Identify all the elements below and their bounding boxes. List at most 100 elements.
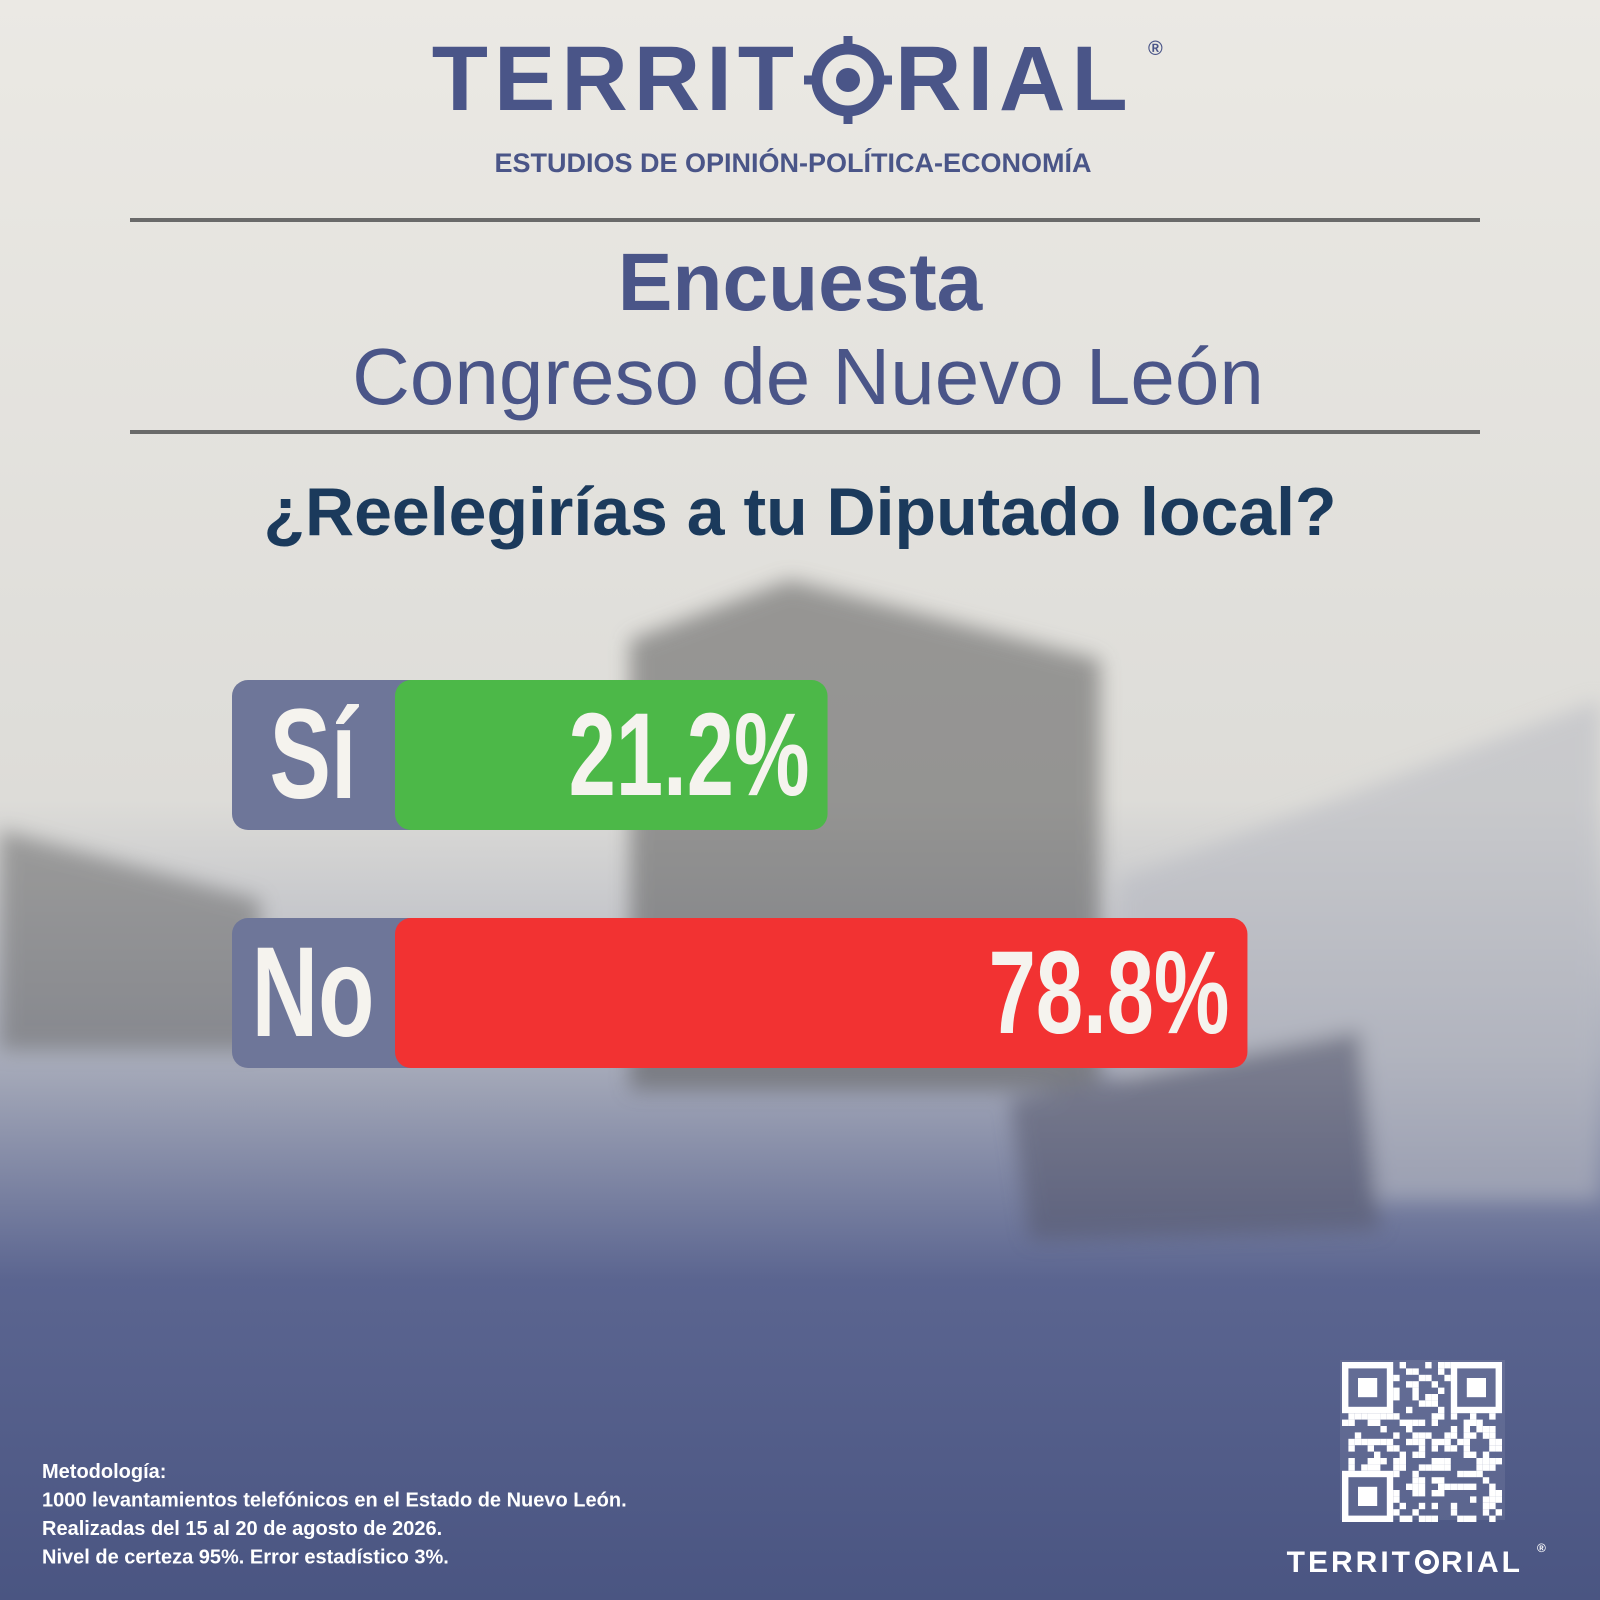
qr-module (1348, 1464, 1355, 1471)
brand-icon (804, 36, 892, 124)
qr-module (1386, 1413, 1394, 1420)
qr-module (1418, 1464, 1426, 1471)
qr-module (1438, 1483, 1445, 1490)
qr-module (1444, 1438, 1451, 1446)
qr-finder (1450, 1361, 1502, 1414)
qr-module (1361, 1438, 1368, 1446)
qr-module (1431, 1381, 1438, 1388)
qr-module (1482, 1458, 1490, 1465)
qr-module (1412, 1432, 1419, 1439)
qr-module (1425, 1432, 1432, 1439)
qr-module (1406, 1426, 1413, 1433)
qr-module (1470, 1432, 1477, 1439)
qr-module (1399, 1451, 1406, 1458)
qr-module (1482, 1464, 1490, 1471)
qr-module (1489, 1502, 1496, 1510)
qr-module (1361, 1464, 1368, 1471)
qr-module (1470, 1419, 1477, 1426)
qr-module (1425, 1515, 1432, 1522)
qr-module (1406, 1438, 1413, 1446)
qr-module (1342, 1419, 1349, 1426)
qr-module (1393, 1445, 1400, 1452)
qr-module (1393, 1374, 1400, 1382)
category-label: Sí (269, 682, 359, 825)
qr-module (1412, 1438, 1419, 1446)
qr-module (1495, 1496, 1502, 1503)
qr-module (1463, 1426, 1470, 1433)
qr-module (1495, 1509, 1502, 1516)
methodology-line: Realizadas del 15 al 20 de agosto de 202… (42, 1518, 442, 1540)
qr-module (1431, 1445, 1438, 1452)
qr-module (1393, 1490, 1400, 1497)
footer-brand-icon (1415, 1550, 1439, 1574)
qr-module (1495, 1445, 1502, 1452)
qr-module (1361, 1413, 1368, 1420)
qr-module (1431, 1458, 1438, 1465)
qr-module (1380, 1458, 1387, 1465)
qr-module (1367, 1413, 1374, 1420)
qr-module (1470, 1413, 1477, 1420)
qr-module (1489, 1515, 1496, 1522)
qr-module (1393, 1413, 1400, 1420)
qr-module (1406, 1483, 1413, 1490)
qr-module (1374, 1458, 1381, 1465)
qr-module (1418, 1438, 1426, 1446)
qr-module (1489, 1432, 1496, 1439)
qr-module (1438, 1458, 1445, 1465)
qr-module (1418, 1502, 1426, 1510)
qr-module (1431, 1502, 1438, 1510)
qr-module (1380, 1426, 1387, 1433)
qr-module (1412, 1419, 1419, 1426)
qr-module (1367, 1458, 1374, 1465)
qr-module (1348, 1419, 1355, 1426)
qr-module (1489, 1438, 1496, 1446)
qr-module (1444, 1458, 1451, 1465)
qr-module (1438, 1477, 1445, 1484)
qr-module (1444, 1374, 1451, 1382)
qr-module (1431, 1394, 1438, 1401)
qr-module (1438, 1490, 1445, 1497)
qr-module (1450, 1413, 1458, 1420)
qr-module (1450, 1509, 1458, 1516)
qr-module (1476, 1419, 1483, 1426)
qr-module (1463, 1445, 1470, 1452)
qr-module (1354, 1432, 1362, 1439)
registered-mark: ® (1148, 38, 1163, 60)
qr-module (1470, 1483, 1477, 1490)
qr-finder (1358, 1486, 1378, 1506)
qr-module (1476, 1464, 1483, 1471)
qr-module (1482, 1477, 1490, 1484)
qr-module (1418, 1374, 1426, 1382)
qr-module (1367, 1445, 1374, 1452)
qr-module (1412, 1381, 1419, 1388)
qr-module (1418, 1483, 1426, 1490)
qr-module (1482, 1509, 1490, 1516)
qr-module (1444, 1464, 1451, 1471)
qr-module (1444, 1362, 1451, 1369)
qr-module (1412, 1509, 1419, 1516)
qr-module (1386, 1445, 1394, 1452)
qr-module (1418, 1432, 1426, 1439)
qr-module (1348, 1445, 1355, 1452)
qr-module (1431, 1515, 1438, 1522)
qr-module (1354, 1413, 1362, 1420)
qr-module (1406, 1419, 1413, 1426)
qr-module (1393, 1496, 1400, 1503)
qr-module (1495, 1438, 1502, 1446)
qr-module (1438, 1362, 1445, 1369)
qr-module (1418, 1477, 1426, 1484)
qr-module (1406, 1515, 1413, 1522)
qr-module (1463, 1483, 1470, 1490)
brand-right: RIAL (895, 28, 1134, 130)
question: ¿Reelegirías a tu Diputado local? (263, 474, 1336, 550)
methodology-line: Nivel de certeza 95%. Error estadístico … (42, 1547, 449, 1569)
qr-module (1393, 1394, 1400, 1401)
methodology-line: 1000 levantamientos telefónicos en el Es… (42, 1490, 627, 1512)
qr-module (1463, 1451, 1470, 1458)
qr-module (1418, 1490, 1426, 1497)
qr-module (1399, 1458, 1406, 1465)
qr-module (1450, 1426, 1458, 1433)
qr-module (1457, 1470, 1464, 1478)
